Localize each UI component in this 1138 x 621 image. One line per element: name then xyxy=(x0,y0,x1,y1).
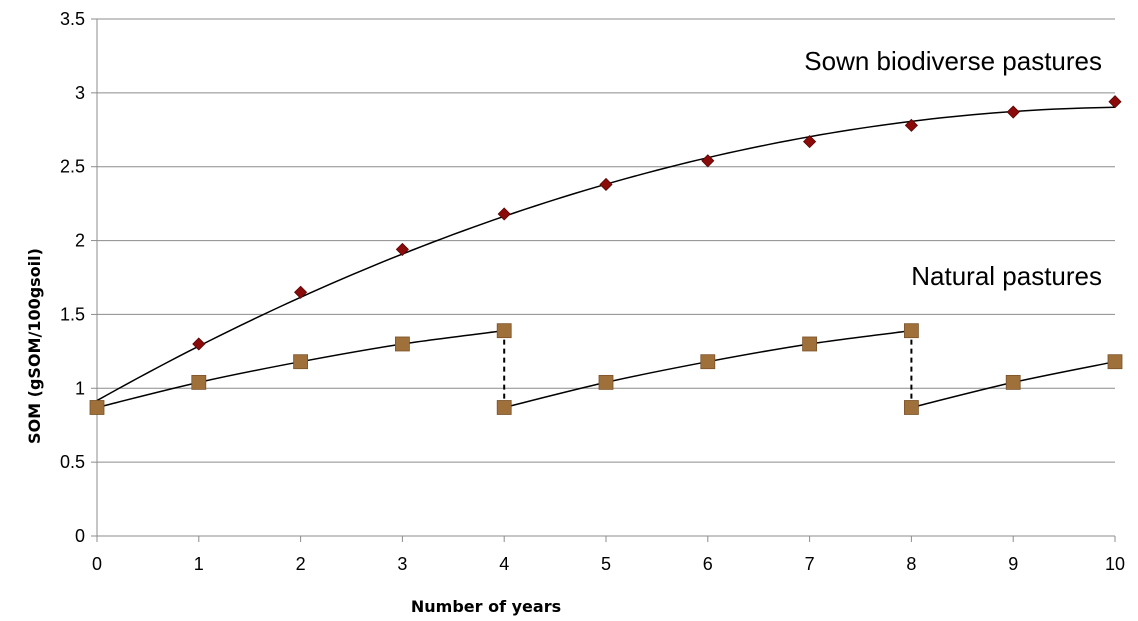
sown-point xyxy=(904,118,918,132)
x-tick-label: 10 xyxy=(1105,554,1125,574)
natural-point xyxy=(802,336,817,352)
natural-point xyxy=(904,323,919,339)
natural-point xyxy=(89,400,105,415)
natural-point xyxy=(1005,374,1021,390)
y-tick-label: 1.5 xyxy=(60,304,85,324)
sown-point xyxy=(497,207,511,221)
natural-point xyxy=(496,323,512,339)
y-tick-label: 0.5 xyxy=(60,452,85,472)
y-tick-label: 0 xyxy=(75,526,85,546)
x-tick-labels: 0 1 2 3 4 5 6 7 8 9 10 xyxy=(92,554,1125,574)
natural-point xyxy=(293,354,309,370)
x-tick-label: 8 xyxy=(906,554,916,574)
gridlines xyxy=(97,18,1115,463)
natural-point xyxy=(598,374,614,390)
y-tick-label: 3 xyxy=(75,83,85,103)
x-tick-label: 4 xyxy=(499,554,509,574)
drop-lines xyxy=(503,330,913,408)
natural-point xyxy=(496,400,512,415)
y-tick-labels: 0 0.5 1 1.5 2 2.5 3 3.5 xyxy=(60,9,85,546)
sown-point xyxy=(599,177,613,192)
x-tick-label: 9 xyxy=(1008,554,1018,574)
y-tick-label: 2.5 xyxy=(60,157,85,177)
x-tick-label: 2 xyxy=(296,554,306,574)
sown-point xyxy=(1108,95,1122,109)
y-tick-label: 2 xyxy=(75,231,85,251)
x-tick-label: 7 xyxy=(805,554,815,574)
y-axis-title: SOM (gSOM/100gsoil) xyxy=(25,248,44,444)
x-tick-label: 6 xyxy=(703,554,713,574)
annotation-sown: Sown biodiverse pastures xyxy=(804,46,1102,76)
x-tick-label: 1 xyxy=(194,554,204,574)
sown-point xyxy=(1006,105,1020,119)
sown-point xyxy=(192,337,206,351)
annotation-natural: Natural pastures xyxy=(911,261,1102,291)
x-tick-label: 0 xyxy=(92,554,102,574)
x-tick-label: 5 xyxy=(601,554,611,574)
x-tick-label: 3 xyxy=(397,554,407,574)
axes xyxy=(91,18,1116,542)
y-tick-label: 3.5 xyxy=(60,9,85,29)
data-markers xyxy=(89,95,1123,415)
trend-curves xyxy=(96,106,1116,409)
natural-point xyxy=(1107,354,1123,370)
sown-point xyxy=(803,135,817,149)
natural-point xyxy=(700,354,716,370)
x-axis-title: Number of years xyxy=(411,597,561,616)
natural-point xyxy=(191,374,207,390)
sown-trend-curve xyxy=(96,106,1116,402)
sown-point xyxy=(294,285,308,299)
y-tick-label: 1 xyxy=(75,378,85,398)
natural-point xyxy=(904,400,919,415)
sown-point xyxy=(395,242,409,256)
sown-point xyxy=(701,154,715,168)
natural-point xyxy=(394,336,410,352)
